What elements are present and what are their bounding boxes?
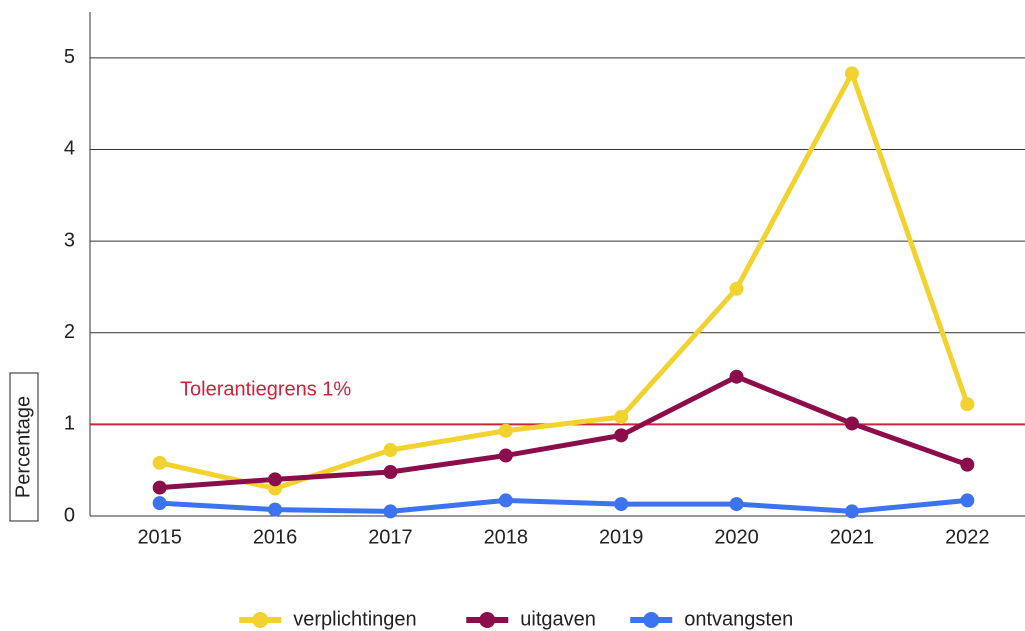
- y-tick-label: 5: [64, 46, 75, 68]
- data-point: [152, 455, 167, 470]
- x-tick-label: 2022: [945, 526, 990, 548]
- data-point: [614, 410, 629, 425]
- y-axis-label: Percentage: [12, 396, 34, 498]
- series-line: [159, 70, 970, 492]
- data-point: [614, 497, 629, 512]
- data-point: [960, 457, 975, 472]
- y-tick-label: 2: [64, 321, 75, 343]
- data-point: [729, 369, 744, 384]
- x-tick-label: 2018: [484, 526, 529, 548]
- data-point: [844, 416, 859, 431]
- data-point: [498, 493, 513, 508]
- data-point: [383, 504, 398, 519]
- data-point: [152, 496, 167, 511]
- x-tick-label: 2020: [714, 526, 759, 548]
- legend-dot: [643, 612, 660, 628]
- legend-label: verplichtingen: [293, 608, 416, 630]
- x-tick-label: 2015: [137, 526, 182, 548]
- data-point: [614, 428, 629, 443]
- legend-label: ontvangsten: [684, 608, 793, 630]
- data-point: [268, 472, 283, 487]
- x-tick-label: 2021: [830, 526, 875, 548]
- reference-label: Tolerantiegrens 1%: [180, 379, 351, 401]
- x-tick-label: 2019: [599, 526, 644, 548]
- data-point: [268, 502, 283, 517]
- data-point: [844, 504, 859, 519]
- legend-dot: [479, 612, 496, 628]
- data-point: [498, 448, 513, 463]
- y-tick-label: 4: [64, 138, 75, 160]
- y-tick-label: 1: [64, 413, 75, 435]
- series-line: [159, 497, 968, 514]
- x-tick-label: 2017: [368, 526, 413, 548]
- x-tick-label: 2016: [253, 526, 298, 548]
- legend-label: uitgaven: [520, 608, 596, 630]
- data-point: [844, 66, 859, 81]
- data-point: [960, 493, 975, 508]
- y-tick-label: 0: [64, 504, 75, 526]
- data-point: [383, 465, 398, 480]
- series-line: [159, 374, 969, 491]
- y-label-box: [9, 372, 39, 522]
- y-tick-label: 3: [64, 229, 75, 251]
- data-point: [383, 443, 398, 458]
- data-point: [960, 397, 975, 412]
- data-point: [729, 497, 744, 512]
- data-point: [729, 281, 744, 296]
- data-point: [498, 423, 513, 438]
- legend-dot: [252, 612, 269, 628]
- data-point: [152, 480, 167, 495]
